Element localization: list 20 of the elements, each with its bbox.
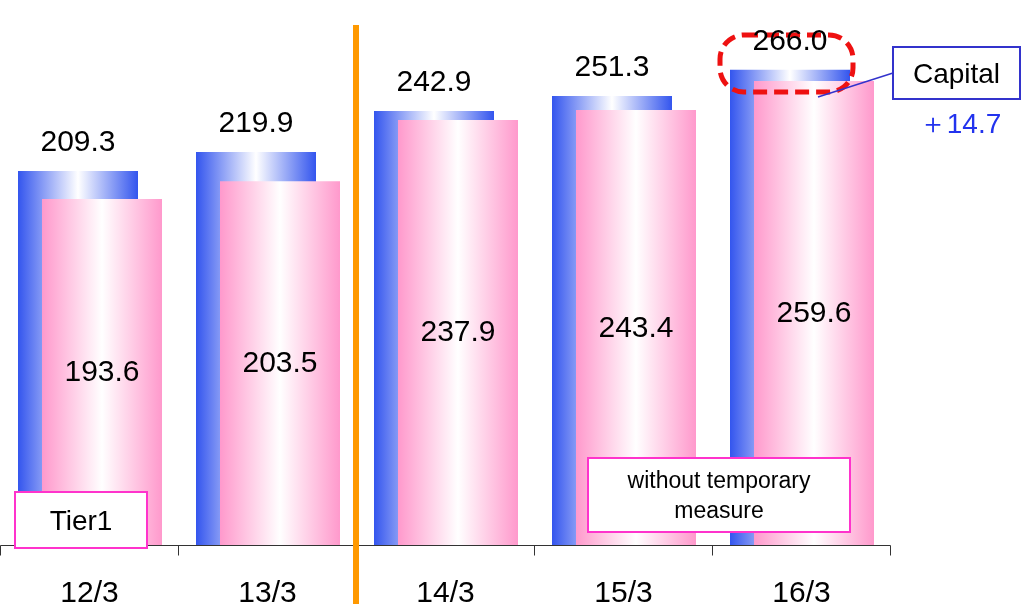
bar — [220, 181, 340, 545]
data-label: 203.5 — [242, 345, 318, 379]
x-tick-label: 12/3 — [60, 574, 119, 604]
data-label: 219.9 — [218, 105, 294, 139]
data-label: 251.3 — [574, 48, 650, 82]
data-label: 237.9 — [420, 314, 496, 348]
legend-label: Capital — [912, 58, 1001, 89]
data-label: 259.6 — [776, 295, 852, 329]
x-tick-label: 15/3 — [594, 574, 653, 604]
x-tick-label: 16/3 — [772, 574, 831, 604]
data-label: 193.6 — [64, 354, 140, 388]
x-tick-label: 13/3 — [238, 574, 297, 604]
data-label: 209.3 — [40, 124, 116, 157]
data-label: 243.4 — [598, 309, 674, 343]
x-tick-label: 14/3 — [416, 574, 475, 604]
text: ＋14.7 — [918, 108, 1002, 139]
bar — [398, 119, 518, 545]
series-label: Tier1 — [49, 505, 113, 536]
data-label: 242.9 — [396, 63, 472, 97]
annotation: without temporary measure — [626, 467, 811, 523]
